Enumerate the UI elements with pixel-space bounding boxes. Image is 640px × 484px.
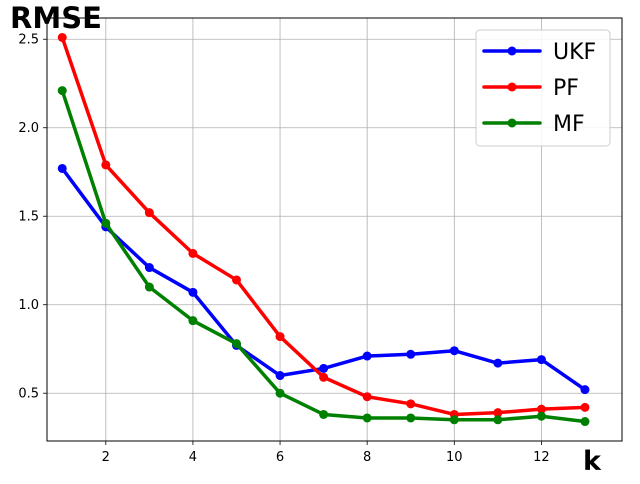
data-point-pf <box>101 160 111 170</box>
legend-label-mf: MF <box>553 112 585 137</box>
data-point-pf <box>275 332 285 342</box>
data-point-ukf <box>319 363 329 373</box>
data-point-mf <box>362 413 372 423</box>
data-point-pf <box>188 248 198 258</box>
x-axis-label: k <box>583 446 602 477</box>
data-point-pf <box>580 402 590 412</box>
data-point-mf <box>493 415 503 425</box>
data-point-pf <box>493 408 503 418</box>
data-point-mf <box>57 86 67 96</box>
series-layer <box>57 32 590 427</box>
data-point-ukf <box>144 263 154 273</box>
data-point-ukf <box>536 355 546 365</box>
y-tick-label: 0.5 <box>18 387 39 402</box>
y-tick-label: 1.0 <box>18 298 39 313</box>
data-point-pf <box>319 372 329 382</box>
legend-marker-pf <box>507 82 517 92</box>
x-tick-label: 10 <box>446 450 463 465</box>
plot-frame <box>46 17 623 442</box>
y-tick-label: 2.5 <box>18 33 39 48</box>
legend-marker-ukf <box>507 46 517 56</box>
data-point-mf <box>449 415 459 425</box>
legend-label-pf: PF <box>553 76 579 101</box>
data-point-ukf <box>493 358 503 368</box>
data-point-mf <box>580 417 590 427</box>
data-point-ukf <box>580 385 590 395</box>
data-point-pf <box>144 208 154 218</box>
x-tick-label: 8 <box>363 450 371 465</box>
data-point-mf <box>319 409 329 419</box>
data-point-ukf <box>449 346 459 356</box>
data-point-ukf <box>57 163 67 173</box>
data-point-ukf <box>275 371 285 381</box>
data-point-mf <box>275 388 285 398</box>
data-point-pf <box>406 399 416 409</box>
data-point-mf <box>188 316 198 326</box>
x-tick-label: 12 <box>533 450 550 465</box>
data-point-mf <box>231 339 241 349</box>
data-point-mf <box>144 282 154 292</box>
x-tick-label: 6 <box>276 450 284 465</box>
data-point-pf <box>362 392 372 402</box>
data-point-pf <box>536 404 546 414</box>
y-tick-label: 2.0 <box>18 121 39 136</box>
legend-marker-mf <box>507 118 517 128</box>
legend-box <box>475 29 611 147</box>
legend-label-ukf: UKF <box>553 40 596 65</box>
x-tick-label: 2 <box>102 450 110 465</box>
data-point-mf <box>101 218 111 228</box>
data-point-mf <box>536 411 546 421</box>
data-point-ukf <box>362 351 372 361</box>
x-tick-label: 4 <box>189 450 197 465</box>
y-axis-label: RMSE <box>10 1 102 35</box>
data-point-pf <box>231 275 241 285</box>
data-point-mf <box>406 413 416 423</box>
y-tick-label: 1.5 <box>18 210 39 225</box>
data-point-ukf <box>188 287 198 297</box>
data-point-pf <box>57 32 67 42</box>
ticks: 2 4 6 8 10 12 0.5 1.0 1.5 2.0 2.5 <box>18 33 549 465</box>
legend: UKF PF MF <box>475 29 611 147</box>
data-point-ukf <box>406 349 416 359</box>
